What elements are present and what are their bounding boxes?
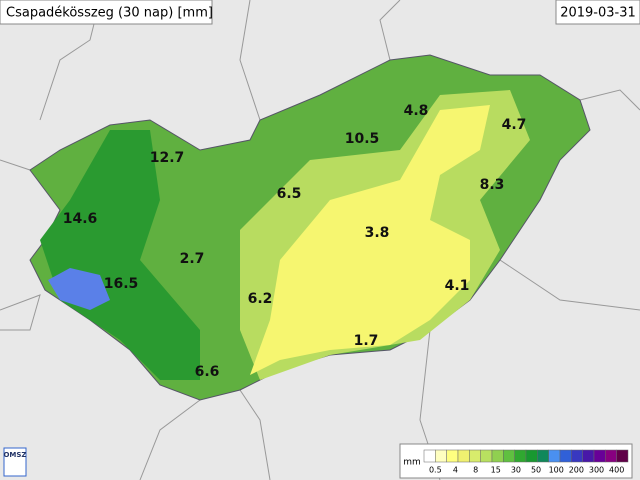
logo-box — [3, 447, 27, 477]
legend-swatch — [616, 449, 629, 463]
legend-swatch — [559, 449, 572, 463]
title-box — [0, 0, 213, 25]
legend-tick-label: 0.5 — [429, 466, 442, 475]
legend-swatch — [423, 449, 436, 463]
station-value: 4.7 — [502, 117, 527, 133]
station-value: 6.2 — [248, 291, 273, 307]
station-value: 12.7 — [150, 150, 185, 166]
station-value: 2.7 — [180, 251, 205, 267]
legend: 0.5 4 8 15 30 50 100 200 300 400 — [423, 449, 629, 475]
date-box — [555, 0, 640, 25]
legend-swatch — [491, 449, 504, 463]
station-value: 4.8 — [404, 103, 429, 119]
legend-swatch — [435, 449, 447, 463]
legend-swatch — [525, 449, 538, 463]
logo: OMSZ — [3, 451, 26, 459]
station-value: 14.6 — [63, 211, 98, 227]
legend-swatch — [571, 449, 583, 463]
legend-swatch — [480, 449, 493, 463]
legend-tick-label: 50 — [531, 466, 541, 475]
legend-swatch — [548, 449, 561, 463]
legend-tick-label: 200 — [569, 466, 584, 475]
legend-swatch — [469, 449, 481, 463]
legend-swatch — [514, 449, 527, 463]
station-value: 6.6 — [195, 364, 220, 380]
station-value: 10.5 — [345, 131, 380, 147]
legend-swatch — [503, 449, 515, 463]
legend-tick-label: 4 — [453, 466, 458, 475]
legend-tick-label: 400 — [609, 466, 624, 475]
date: 2019-03-31 — [560, 6, 636, 21]
legend-swatch — [605, 449, 617, 463]
legend-swatch — [582, 449, 595, 463]
legend-swatch — [457, 449, 470, 463]
legend-tick-label: 15 — [491, 466, 501, 475]
legend-tick-label: 300 — [589, 466, 604, 475]
legend-tick-label: 30 — [511, 466, 521, 475]
title: Csapadékösszeg (30 nap) [mm] — [6, 6, 213, 21]
legend-unit: mm — [403, 458, 421, 468]
legend-tick-label: 8 — [473, 466, 478, 475]
region-dark — [40, 130, 200, 380]
station-value: 16.5 — [104, 276, 139, 292]
station-value: 1.7 — [354, 333, 379, 349]
legend-swatch — [593, 449, 606, 463]
legend-tick-label: 100 — [549, 466, 564, 475]
station-value: 6.5 — [277, 186, 302, 202]
region-wet — [48, 268, 110, 310]
station-value: 8.3 — [480, 177, 505, 193]
stations: 12.7 14.6 16.5 2.7 6.2 6.6 6.5 10.5 4.8 4.7 8.3 3.8… — [63, 103, 527, 380]
region-dry — [250, 105, 490, 375]
legend-swatch — [446, 449, 459, 463]
station-value: 4.1 — [445, 278, 470, 294]
legend-swatch — [537, 449, 549, 463]
station-value: 3.8 — [365, 225, 390, 241]
